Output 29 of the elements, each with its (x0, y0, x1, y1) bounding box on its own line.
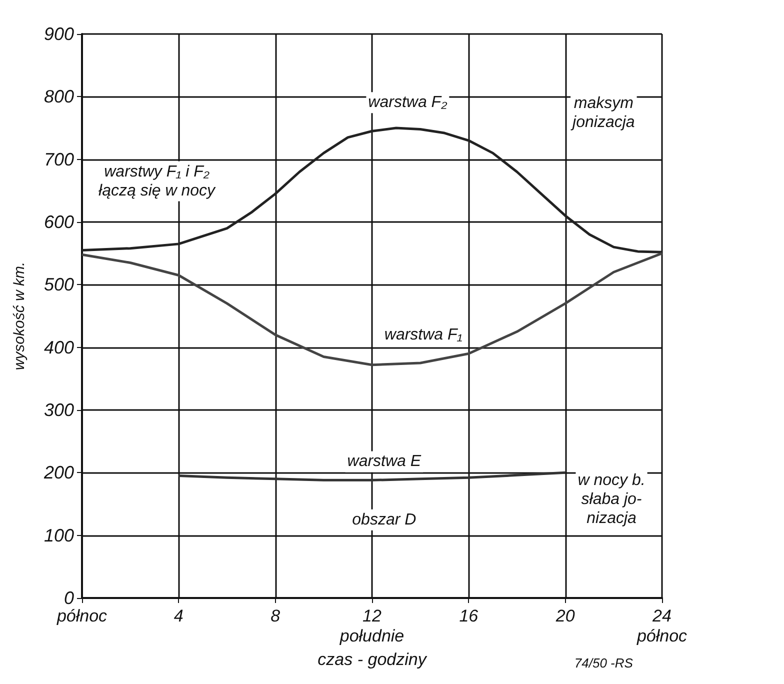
line-series (80, 252, 664, 366)
y-tick-label: 700 (44, 149, 74, 170)
x-tick-label: 8 (270, 606, 281, 626)
annotation: warstwa F₁ (384, 326, 462, 344)
x-tick-label: 20 (554, 606, 576, 626)
annotation: maksym jonizacja (570, 94, 635, 131)
annotation: w nocy b. słaba jo- nizacja (578, 472, 646, 527)
y-axis-title: wysokość w km. (11, 262, 28, 370)
annotation: warstwy F₁ i F₂ łączą się w nocy (98, 163, 216, 200)
x-tick-label: 16 (459, 606, 479, 626)
y-tick-label: 300 (44, 400, 74, 420)
line-series (177, 471, 567, 482)
x-tick-label: 24 północ (636, 606, 688, 646)
y-tick-label: 800 (44, 86, 74, 107)
annotation: warstwa F₂ (368, 94, 448, 112)
y-tick-label: 200 (42, 462, 74, 483)
y-tick-label: 600 (44, 212, 74, 232)
text: 74/50 -RS (574, 656, 634, 671)
y-tick-label: 900 (44, 24, 74, 44)
y-tick-label: 100 (44, 525, 74, 546)
y-tick-label: 500 (44, 274, 74, 295)
x-tick-label: północ (56, 606, 108, 626)
x-axis-title: czas - godziny (318, 650, 428, 669)
annotation: obszar D (352, 511, 417, 528)
x-tick-label: 12 południe (338, 606, 404, 646)
y-tick-label: 400 (44, 337, 74, 358)
x-tick-label: 4 (174, 606, 184, 626)
y-tick-label: 0 (64, 588, 74, 608)
annotation: warstwa E (347, 453, 422, 470)
